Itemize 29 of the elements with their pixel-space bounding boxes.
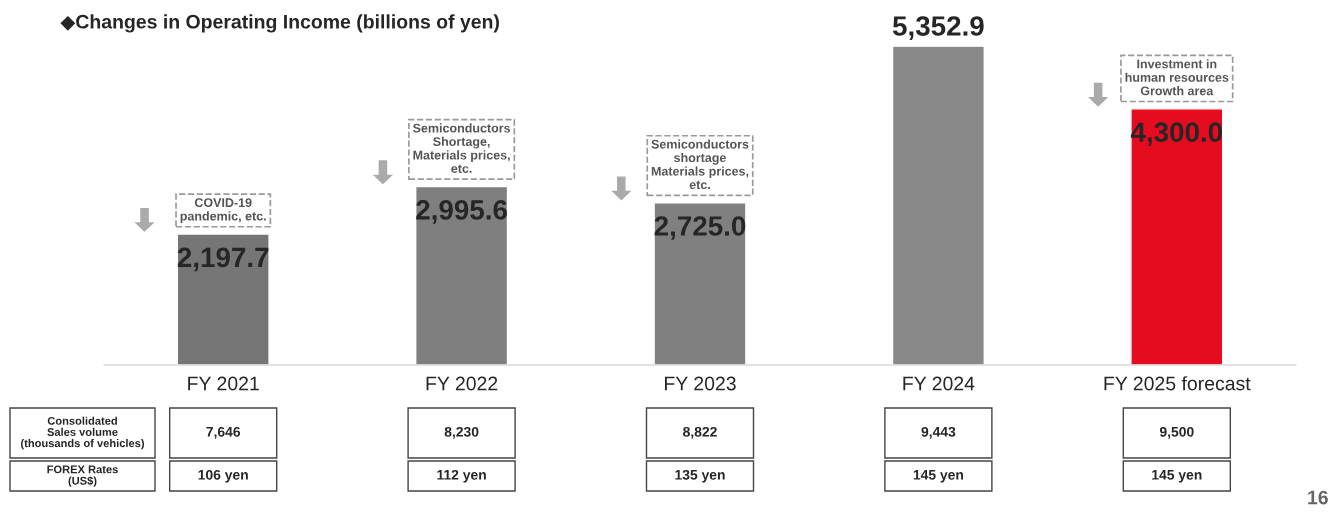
text: 145 yen (913, 470, 964, 483)
bar (1130, 108, 1224, 365)
text: 8,822 (683, 426, 717, 439)
text: 9,500 (1159, 426, 1194, 439)
annotation: Investment in human resources Growth area (1125, 59, 1229, 96)
bar (653, 201, 747, 365)
text: FOREX Rates (US$) (47, 465, 118, 487)
text: 9,443 (921, 426, 956, 439)
bar (891, 45, 985, 365)
text: 16 (1308, 490, 1328, 505)
text: 112 yen (437, 469, 486, 483)
data-label: 2,995.6 (416, 200, 507, 224)
annotation: Semiconductors shortage Materials prices, etc. (651, 139, 749, 190)
text: 106 yen (198, 469, 248, 483)
x-tick-label: FY 2022 (426, 376, 498, 391)
x-tick-label: FY 2024 (903, 376, 975, 391)
text: 7,646 (206, 426, 241, 439)
text: 135 yen (675, 469, 725, 483)
x-tick-label: FY 2023 (665, 376, 736, 391)
bar (415, 185, 509, 365)
x-tick-label: FY 2021 (188, 376, 259, 391)
text: Consolidated Sales volume (thousands of vehicles) (21, 416, 144, 450)
text: 8,230 (444, 426, 479, 439)
chart-title: ◆Changes in Operating Income (billions of yen) (60, 14, 499, 33)
data-label: 5,352.9 (892, 16, 984, 40)
x-tick-label: FY 2025 forecast (1104, 376, 1251, 391)
annotation: Semiconductors Shortage, Materials prices, etc. (412, 123, 511, 173)
text: 145 yen (1152, 470, 1202, 483)
annotation: COVID-19 pandemic, etc. (180, 198, 266, 223)
